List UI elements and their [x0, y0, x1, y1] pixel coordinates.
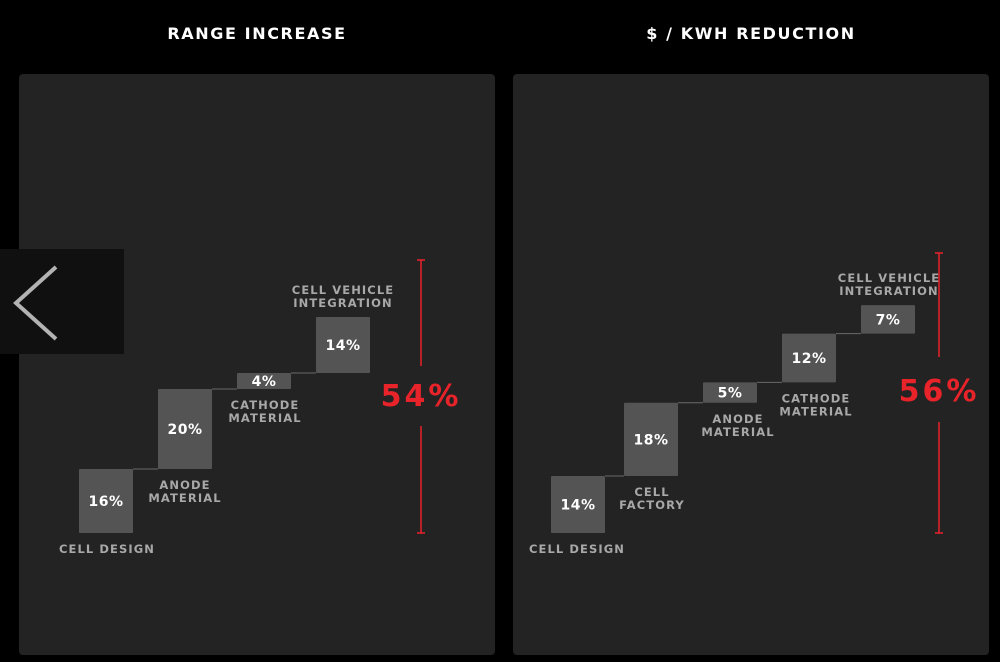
step-label-2-1: MATERIAL: [701, 425, 774, 439]
step-label-3-0: CATHODE: [782, 391, 851, 405]
step-label-2-0: CATHODE: [231, 398, 300, 412]
step-label-4-0: CELL VEHICLE: [838, 271, 940, 285]
range-waterfall-chart: 16%CELL DESIGN20%ANODEMATERIAL4%CATHODEM…: [59, 259, 462, 556]
step-label-2-1: MATERIAL: [228, 411, 301, 425]
bar-3: [782, 333, 836, 383]
step-label-1-0: CELL: [634, 485, 669, 499]
bar-4: [861, 305, 915, 334]
bar-value-2: 5%: [718, 386, 743, 402]
back-button[interactable]: [0, 249, 124, 354]
chevron-left-icon: [13, 265, 58, 341]
total-value: 54%: [381, 379, 462, 414]
chart-title-cost: $ / KWH REDUCTION: [646, 24, 856, 43]
step-label-1-1: MATERIAL: [148, 491, 221, 505]
step-label-3-1: INTEGRATION: [293, 296, 393, 310]
step-label-3-0: CELL VEHICLE: [292, 283, 394, 297]
step-label-0-0: CELL DESIGN: [59, 542, 155, 556]
bar-0: [551, 476, 605, 533]
cost-waterfall-chart: 14%CELL DESIGN18%CELLFACTORY5%ANODEMATER…: [529, 252, 980, 556]
bar-1: [158, 389, 212, 469]
bar-1: [624, 402, 678, 477]
bar-3: [316, 317, 370, 373]
bar-value-0: 14%: [560, 498, 595, 514]
step-label-4-1: INTEGRATION: [839, 284, 939, 298]
chart-title-range: RANGE INCREASE: [167, 24, 347, 43]
total-value: 56%: [899, 374, 980, 409]
bar-2: [703, 382, 757, 403]
bar-value-1: 20%: [167, 422, 202, 438]
step-label-1-1: FACTORY: [619, 498, 685, 512]
step-label-0-0: CELL DESIGN: [529, 542, 625, 556]
bar-value-4: 7%: [876, 312, 901, 328]
cost-chart-panel: 14% CELL DESIGN 18% CELL FACTORY 5% ANODE MATER…: [513, 74, 989, 655]
bar-value-0: 16%: [88, 494, 123, 510]
step-label-1-0: ANODE: [159, 478, 210, 492]
bar-value-1: 18%: [633, 432, 668, 448]
bar-2: [237, 373, 291, 389]
range-chart-panel: 16% CELL DESIGN 20% ANODE MATERIAL 4% CATHODE M…: [19, 74, 495, 655]
bar-0: [79, 469, 133, 533]
step-label-2-0: ANODE: [712, 412, 763, 426]
bar-value-3: 12%: [791, 351, 826, 367]
bar-value-2: 4%: [252, 374, 277, 390]
step-label-3-1: MATERIAL: [779, 404, 852, 418]
bar-value-3: 14%: [325, 338, 360, 354]
